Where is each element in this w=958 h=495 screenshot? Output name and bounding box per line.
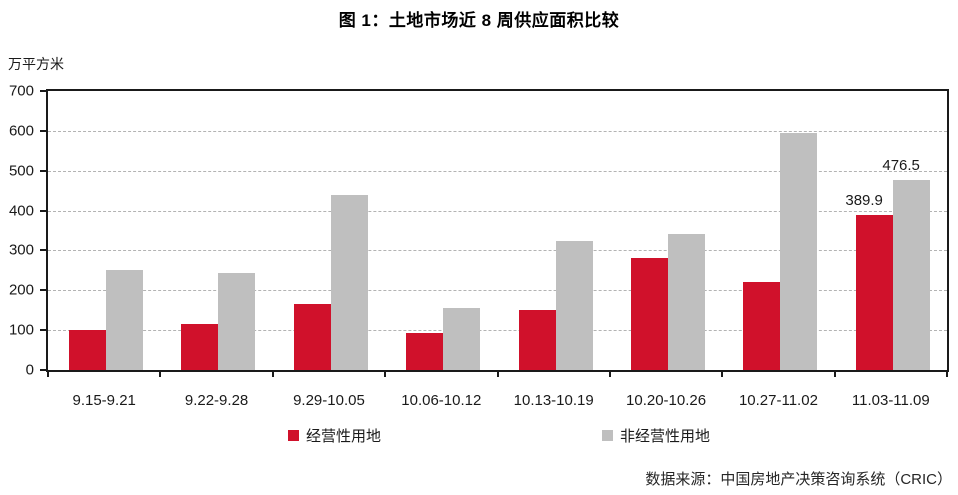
plot-area: 389.9 476.5 [46,89,949,372]
bar-series2-11.03-11.09 [892,180,930,370]
bar-series2-9.29-10.05 [330,195,368,370]
y-axis-tick-label-300: 300 [8,241,34,259]
x-axis-tick-mark [946,371,948,377]
bar-data-label: 389.9 [845,191,883,209]
x-axis-category-label: 11.03-11.09 [851,392,930,409]
x-axis-tick-mark [271,371,274,377]
x-axis-category-label: 10.20-10.26 [626,392,707,409]
y-axis-tick-label-500: 500 [8,162,34,180]
x-axis-category-label: 10.27-11.02 [738,392,818,409]
x-axis-tick-mark [47,371,49,377]
bar-series1-9.29-10.05 [293,304,331,370]
y-axis-tick-mark [40,129,46,132]
legend-label-operational: 经营性用地 [306,428,382,445]
legend-item-non-operational: 非经营性用地 [602,425,710,446]
x-axis-category-label: 10.06-10.12 [401,392,482,409]
y-axis-tick-label-400: 400 [8,202,34,220]
y-axis-tick-label-0: 0 [25,361,34,379]
y-axis-tick-label-200: 200 [8,281,34,299]
gridline-500 [48,170,947,172]
bar-series2-10.20-10.26 [667,233,705,370]
bar-series2-10.13-10.19 [555,240,593,370]
bar-series1-11.03-11.09 [855,214,893,370]
gridline-200 [48,290,947,292]
gridline-300 [48,250,947,252]
y-axis-tick-label-100: 100 [8,321,34,339]
bar-series2-9.15-9.21 [106,270,143,370]
x-axis-tick-mark [384,371,387,377]
x-axis-tick-mark [159,371,162,377]
x-axis-tick-mark [721,371,724,377]
bar-series1-10.13-10.19 [518,309,556,370]
bar-series1-9.22-9.28 [181,324,219,370]
x-axis-category-label: 9.15-9.21 [72,392,136,409]
bar-series1-9.15-9.21 [69,330,106,370]
bar-series2-10.06-10.12 [443,307,481,370]
gridline-400 [48,210,947,212]
bar-series2-10.27-11.02 [780,132,818,370]
y-axis-tick-mark [40,329,46,332]
legend-item-operational: 经营性用地 [288,425,381,446]
bar-series1-10.20-10.26 [630,257,668,370]
x-axis-tick-mark [608,371,611,377]
y-axis-tick-mark [40,209,46,212]
x-axis-tick-mark [496,371,499,377]
legend-swatch-gray-icon [602,430,613,441]
y-axis-tick-mark [40,289,46,292]
y-axis-tick-mark [40,90,46,92]
x-axis-category-label: 9.29-10.05 [293,392,365,409]
y-axis-tick-mark [40,249,46,252]
bar-series1-10.06-10.12 [406,332,444,370]
bar-data-label: 476.5 [882,157,920,175]
y-axis-tick-label-600: 600 [8,122,34,140]
legend-swatch-red-icon [288,430,299,441]
x-axis-tick-mark [833,371,836,377]
chart-title: 图 1：土地市场近 8 周供应面积比较 [338,11,620,30]
gridline-600 [48,130,947,132]
y-axis-tick-mark [40,369,46,371]
x-axis-category-label: 10.13-10.19 [513,392,594,409]
y-axis-unit-label: 万平方米 [8,56,64,72]
legend-label-non-operational: 非经营性用地 [620,428,711,445]
x-axis-category-label: 9.22-9.28 [184,392,249,409]
data-source-note: 数据来源：中国房地产决策咨询系统（CRIC） [645,471,952,488]
y-axis-tick-mark [40,169,46,172]
bar-series1-10.27-11.02 [743,282,781,370]
y-axis-tick-label-700: 700 [8,82,34,100]
gridline-100 [48,330,947,332]
bar-series2-9.22-9.28 [218,273,256,370]
